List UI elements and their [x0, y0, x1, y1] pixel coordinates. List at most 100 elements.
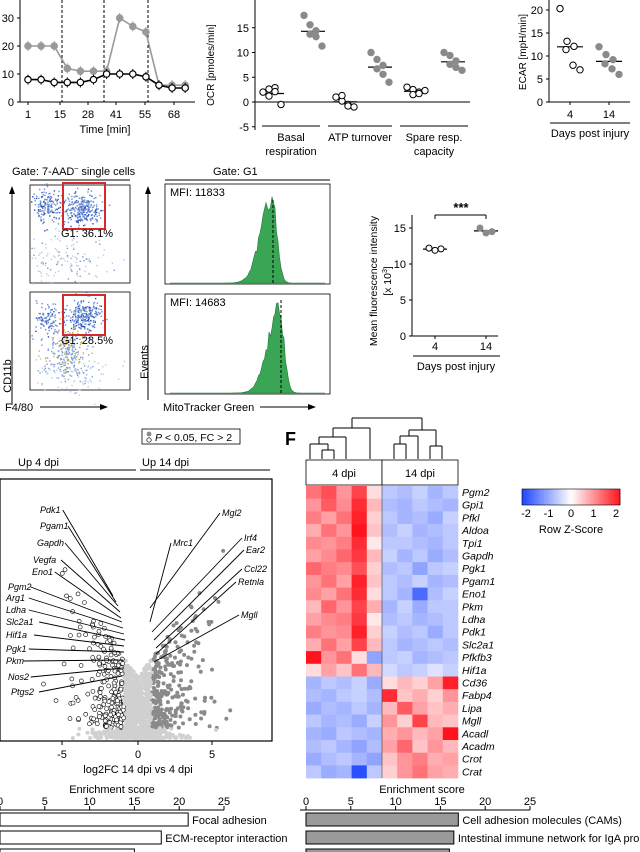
facs-event	[66, 366, 68, 369]
heatmap-cell	[427, 625, 444, 639]
facs-event	[33, 193, 35, 195]
timecourse-point	[155, 81, 163, 90]
heatmap-cell	[397, 498, 413, 512]
facs-event	[47, 204, 49, 206]
facs-event	[76, 274, 78, 277]
heatmap-cell	[442, 727, 459, 741]
volcano-gene	[61, 661, 67, 667]
volcano-gene	[125, 673, 130, 678]
heatmap-cell	[336, 587, 352, 601]
facs-event	[80, 212, 82, 215]
facs-event	[64, 324, 67, 326]
volcano-gene	[192, 649, 197, 654]
facs-event	[48, 205, 51, 208]
mfi-point	[431, 246, 439, 254]
facs-event	[83, 309, 85, 312]
facs-event	[63, 359, 65, 361]
enrichment-tick-label: 15	[434, 796, 446, 808]
volcano-gene	[159, 670, 164, 675]
heatmap-cell	[321, 765, 337, 779]
volcano-gene	[228, 708, 233, 713]
facs-event	[94, 310, 97, 313]
timecourse-xtick-label: 1	[25, 109, 31, 121]
ocr-point	[415, 89, 423, 98]
facs-event	[57, 238, 59, 240]
facs-event	[56, 332, 59, 334]
timecourse-point	[50, 78, 59, 87]
timecourse-point	[129, 22, 137, 31]
timecourse-point	[115, 70, 124, 78]
facs-event	[90, 312, 92, 314]
heatmap-cell	[397, 625, 413, 639]
volcano-gene	[153, 725, 158, 730]
facs-event	[74, 310, 77, 312]
facs-event	[58, 254, 61, 256]
facs-event	[72, 316, 74, 318]
mfi-ylabel-units: [x 103]	[382, 266, 394, 296]
facs-event	[94, 326, 96, 329]
volcano-gene	[202, 695, 207, 700]
volcano-gene	[182, 652, 187, 657]
volcano-leader-line	[155, 581, 237, 655]
volcano-gene	[175, 706, 180, 711]
facs-event	[52, 255, 55, 257]
facs-event	[90, 314, 93, 317]
heatmap-cell	[382, 562, 398, 576]
facs-event	[90, 219, 92, 222]
facs-event	[71, 362, 73, 365]
facs-event	[77, 333, 79, 335]
heatmap-cell	[321, 562, 337, 576]
facs-event	[52, 332, 55, 335]
heatmap-cell	[336, 727, 352, 741]
facs-event	[78, 210, 81, 212]
legend-text: P < 0.05, FC > 2	[155, 432, 232, 444]
facs-event	[84, 209, 86, 212]
facs-event	[58, 329, 60, 332]
facs-event	[87, 328, 89, 330]
volcano-gene	[159, 694, 164, 699]
facs-event	[75, 264, 78, 267]
facs-event	[80, 323, 83, 326]
facs-event	[84, 253, 86, 255]
volcano-gene	[192, 643, 197, 648]
facs-event	[86, 219, 88, 221]
heatmap-cell	[306, 549, 322, 563]
enrichment-term-label: Intestinal immune network for IgA pro	[458, 833, 640, 845]
facs-event	[77, 212, 79, 214]
legend-tick-label: -1	[544, 508, 554, 520]
enrichment-bar	[0, 848, 135, 852]
hist-plot-bottom	[164, 293, 331, 395]
facs-event	[92, 346, 94, 348]
facs-event	[92, 321, 95, 323]
volcano-gene	[143, 728, 148, 733]
volcano-gene	[92, 634, 97, 640]
facs-event	[64, 360, 66, 362]
arrow-up-icon	[9, 186, 15, 194]
heatmap-cell	[442, 651, 459, 665]
facs-event	[80, 302, 82, 304]
panel-heatmap: F	[285, 417, 621, 779]
volcano-gene	[178, 714, 183, 719]
volcano-gene	[70, 645, 76, 651]
facs-event	[87, 331, 90, 333]
legend-gradient-cell	[563, 489, 567, 505]
facs-event	[89, 259, 91, 262]
facs-event	[77, 211, 79, 213]
volcano-gene	[114, 717, 119, 723]
facs-event	[65, 252, 68, 254]
legend-colorbar	[521, 488, 621, 506]
volcano-gene	[189, 628, 194, 633]
facs-event	[74, 314, 76, 316]
facs-event	[94, 213, 97, 216]
facs-event	[48, 313, 50, 315]
enrichment-tick-label: 5	[348, 796, 354, 808]
volcano-gene	[198, 669, 203, 674]
facs-event	[37, 270, 40, 272]
volcano-gene	[171, 678, 176, 683]
volcano-gene	[189, 605, 194, 610]
volcano-gene	[184, 735, 189, 740]
facs-event	[60, 366, 62, 368]
volcano-gene-label: Nos2	[8, 672, 29, 682]
facs-event	[60, 358, 63, 360]
facs-event	[83, 327, 86, 329]
